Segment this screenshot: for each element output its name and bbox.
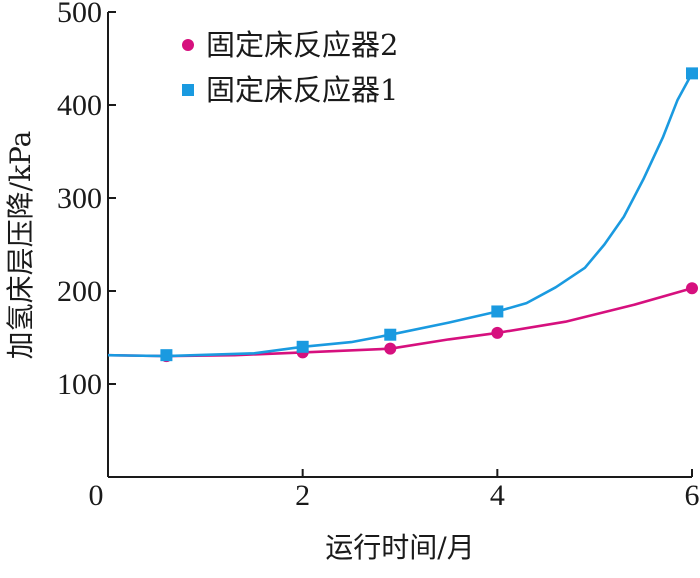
- legend-marker: [182, 39, 194, 51]
- legend-item: 固定床反应器1: [182, 73, 398, 107]
- data-point: [384, 328, 397, 341]
- legend-marker: [182, 84, 194, 96]
- series-2: [107, 67, 698, 362]
- legend-label: 固定床反应器1: [206, 73, 398, 107]
- y-tick-label: 400: [57, 89, 102, 122]
- series-line: [107, 286, 693, 358]
- series-line: [107, 72, 694, 358]
- data-point: [491, 305, 504, 318]
- data-point: [686, 282, 698, 295]
- y-axis-title: 加氢床层压降/kPa: [4, 131, 37, 360]
- series-1: [107, 282, 698, 363]
- y-tick-label: 500: [57, 0, 102, 29]
- data-point: [160, 349, 173, 362]
- data-point: [296, 340, 309, 353]
- legend-item: 固定床反应器2: [182, 28, 398, 62]
- legend: 固定床反应器2 固定床反应器1: [182, 28, 398, 107]
- data-point: [491, 326, 504, 339]
- origin-tick-label: 0: [89, 479, 104, 512]
- x-axis-title: 运行时间/月: [325, 531, 474, 564]
- y-tick-label: 100: [57, 368, 102, 401]
- data-point: [686, 67, 698, 80]
- y-tick-label: 300: [57, 182, 102, 215]
- x-tick-label: 6: [685, 479, 700, 512]
- x-tick-label: 4: [490, 479, 505, 512]
- legend-label: 固定床反应器2: [206, 28, 398, 62]
- x-tick-label: 2: [295, 479, 310, 512]
- y-tick-label: 200: [57, 275, 102, 308]
- data-point: [384, 342, 397, 355]
- series-layer: [107, 67, 698, 363]
- axes: 0 100 200 300 400 500 2 4 6: [57, 0, 700, 512]
